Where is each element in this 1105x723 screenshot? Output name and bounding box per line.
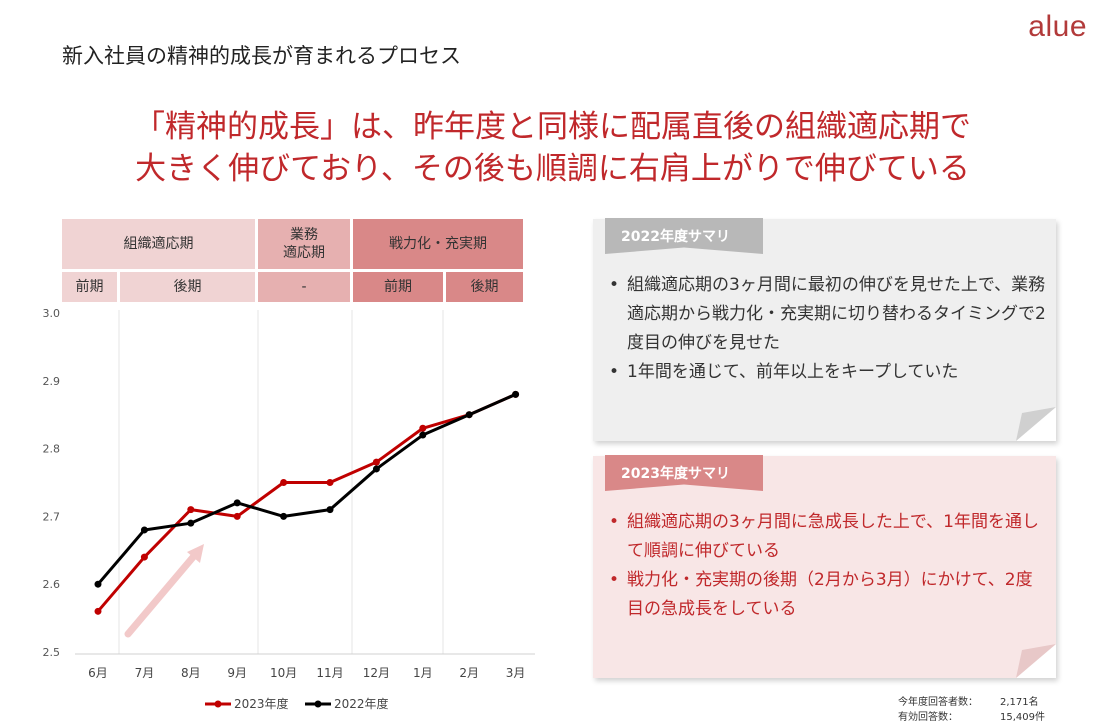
data-point <box>465 411 473 419</box>
data-point <box>187 519 195 527</box>
summary-card-2022: 2022年度サマリ 組織適応期の3ヶ月間に最初の伸びを見せた上で、業務適応期から… <box>593 218 1056 441</box>
data-point <box>419 431 427 439</box>
data-point <box>326 479 334 486</box>
x-tick-label: 2月 <box>459 666 479 680</box>
brand-logo: alue <box>1028 10 1087 43</box>
data-point <box>233 512 241 520</box>
legend-marker <box>214 700 222 708</box>
headline: 「精神的成長」は、昨年度と同様に配属直後の組織適応期で 大きく伸びており、その後… <box>0 106 1105 190</box>
summary-tag-2022: 2022年度サマリ <box>605 218 763 254</box>
legend-label: 2023年度 <box>234 696 289 711</box>
summary-2022-bullet: 1年間を通じて、前年以上をキープしていた <box>609 358 1046 387</box>
page-fold <box>1016 407 1056 441</box>
line-chart: 3.0 2.9 2.8 2.7 2.6 2.5 6月 7月 8月 9月 10月 11月 12月 1月 2月… <box>43 307 535 711</box>
phase-work-adapt: 業務 適応期 <box>258 219 353 269</box>
data-point <box>140 526 148 534</box>
y-tick-label: 2.6 <box>43 578 61 591</box>
summary-card-2023: 2023年度サマリ 組織適応期の3ヶ月間に急成長した上で、1年間を通して順調に伸… <box>593 455 1056 678</box>
summary-2022-bullet: 組織適応期の3ヶ月間に最初の伸びを見せた上で、業務適応期から戦力化・充実期に切り… <box>609 271 1046 358</box>
data-point <box>326 506 334 514</box>
series-line-2023年度 <box>96 392 517 613</box>
valid-label: 有効回答数： <box>898 712 958 723</box>
x-tick-label: 6月 <box>88 666 108 680</box>
phase-row-top: 組織適応期 業務 適応期 戦力化・充実期 <box>62 219 526 269</box>
growth-arrow <box>124 552 198 638</box>
sub-phase-early-2: 前期 <box>353 272 446 302</box>
data-point <box>94 580 102 588</box>
data-point <box>140 553 148 561</box>
data-point <box>187 506 195 514</box>
y-tick-label: 2.8 <box>43 443 61 456</box>
x-tick-label: 10月 <box>270 666 297 680</box>
summary-2023-bullet: 組織適応期の3ヶ月間に急成長した上で、1年間を通して順調に伸びている <box>609 508 1046 566</box>
data-point <box>233 499 241 507</box>
x-tick-label: 12月 <box>363 666 390 680</box>
series-line-2022年度 <box>96 392 517 586</box>
respondents-value: 2,171名 <box>1000 697 1039 708</box>
growth-arrow-head <box>187 544 204 563</box>
sub-phase-late-1: 後期 <box>120 272 258 302</box>
x-tick-label: 8月 <box>181 666 201 680</box>
y-tick-label: 2.9 <box>43 375 61 388</box>
x-tick-label: 11月 <box>316 666 343 680</box>
phase-row-sub: 前期 後期 - 前期 後期 <box>62 272 526 302</box>
phase-contribution: 戦力化・充実期 <box>353 219 526 269</box>
y-tick-label: 2.7 <box>43 510 61 523</box>
x-tick-label: 3月 <box>506 666 526 680</box>
respondents-label: 今年度回答者数： <box>898 697 978 708</box>
valid-value: 15,409件 <box>1000 712 1045 723</box>
data-point <box>512 390 520 398</box>
page-fold <box>1016 644 1056 678</box>
x-tick-label: 1月 <box>413 666 433 680</box>
chart-legend: 2023年度 2022年度 <box>205 696 389 711</box>
x-tick-label: 9月 <box>227 666 247 680</box>
sub-phase-none: - <box>258 272 353 302</box>
phase-org-adapt: 組織適応期 <box>62 219 258 269</box>
summary-2023-bullet: 戦力化・充実期の後期（2月から3月）にかけて、2度目の急成長をしている <box>609 566 1046 624</box>
legend-label: 2022年度 <box>334 696 389 711</box>
headline-line-2: 大きく伸びており、その後も順調に右肩上がりで伸びている <box>135 151 970 187</box>
data-point <box>419 424 427 432</box>
headline-line-1: 「精神的成長」は、昨年度と同様に配属直後の組織適応期で <box>134 109 971 145</box>
data-point <box>372 465 380 473</box>
sub-phase-late-2: 後期 <box>446 272 526 302</box>
summary-tag-2023: 2023年度サマリ <box>605 455 763 491</box>
data-point <box>372 458 380 466</box>
data-point <box>94 607 102 615</box>
y-tick-label: 2.5 <box>43 646 61 659</box>
x-tick-label: 7月 <box>135 666 155 680</box>
data-point <box>280 479 288 486</box>
legend-marker <box>314 700 322 708</box>
data-point <box>280 512 288 520</box>
y-tick-label: 3.0 <box>43 307 61 320</box>
sub-phase-early-1: 前期 <box>62 272 120 302</box>
page-title: 新入社員の精神的成長が育まれるプロセス <box>62 44 461 68</box>
